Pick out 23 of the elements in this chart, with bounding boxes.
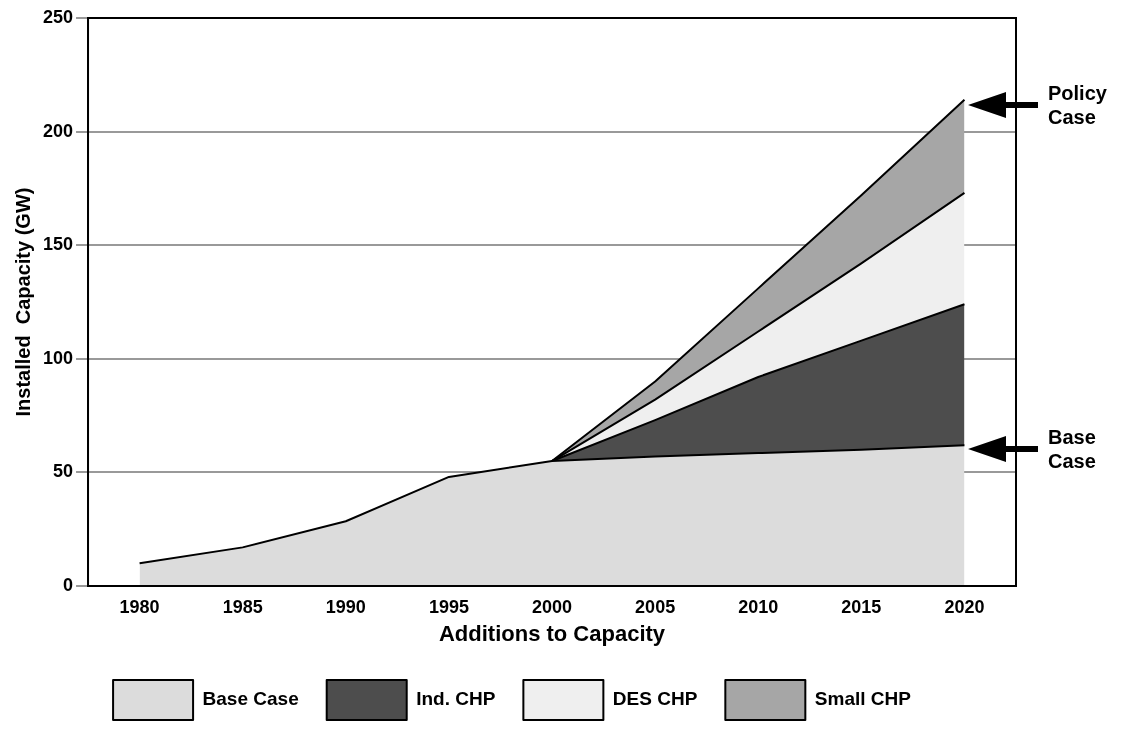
x-tick-label: 1980: [119, 596, 160, 617]
y-tick-label: 150: [42, 234, 74, 255]
x-tick-label: 2020: [944, 596, 985, 617]
legend-label: Small CHP: [814, 688, 912, 710]
x-tick-label: 2005: [635, 596, 676, 617]
y-tick-label: 50: [53, 461, 74, 482]
text: Policy Case: [1048, 81, 1108, 129]
legend-label: Ind. CHP: [416, 688, 496, 710]
y-tick-label: 200: [42, 120, 74, 141]
x-tick-label: 2010: [738, 596, 779, 617]
legend-label: Base Case: [202, 688, 299, 710]
x-tick-label: 1985: [222, 596, 263, 617]
text: Base Case: [1048, 425, 1097, 473]
y-tick-label: 0: [63, 574, 74, 595]
x-tick-label: 2015: [841, 596, 882, 617]
x-axis-title: Additions to Capacity: [438, 620, 666, 646]
y-axis-title: Installed Capacity (GW): [11, 187, 34, 417]
legend-label: DES CHP: [612, 688, 698, 710]
y-tick-label: 250: [42, 6, 74, 27]
y-tick-label: 100: [42, 347, 74, 368]
x-tick-label: 2000: [531, 596, 573, 617]
x-tick-label: 1995: [428, 596, 469, 617]
x-tick-label: 1990: [325, 596, 366, 617]
